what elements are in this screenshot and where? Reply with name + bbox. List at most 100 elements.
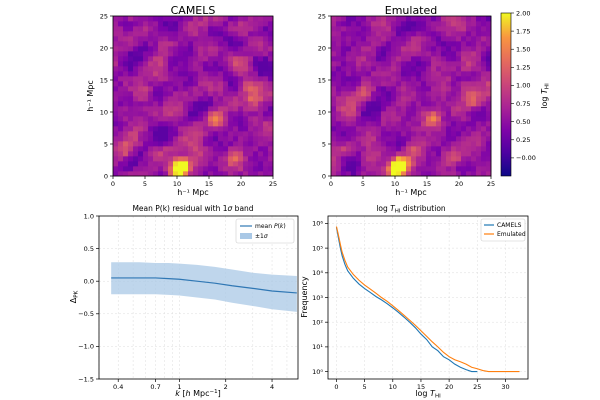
heatmap-cell (168, 121, 174, 127)
heatmap-cell (148, 46, 154, 52)
heatmap-cell (208, 96, 214, 102)
heatmap-cell (258, 46, 264, 52)
heatmap-cell (416, 101, 422, 107)
heatmap-cell (486, 136, 492, 142)
heatmap-cell (411, 51, 417, 57)
heatmap-cell (461, 21, 467, 27)
heatmap-cell (341, 46, 347, 52)
heatmap-cell (466, 131, 472, 137)
heatmap-cell (456, 16, 462, 22)
heatmap-cell (218, 166, 224, 172)
heatmap-cell (223, 156, 229, 162)
heatmap-cell (416, 51, 422, 57)
heatmap-cell (426, 156, 432, 162)
heatmap-cell (223, 111, 229, 117)
heatmap-cell (346, 131, 352, 137)
heatmap-cell (341, 136, 347, 142)
heatmap-cell (331, 76, 337, 82)
heatmap-cell (471, 136, 477, 142)
heatmap-cell (426, 116, 432, 122)
heatmap-cell (406, 31, 412, 37)
heatmap-cell (476, 136, 482, 142)
heatmap-cell (153, 136, 159, 142)
heatmap-cell (168, 86, 174, 92)
heatmap-cell (213, 141, 219, 147)
heatmap-cell (336, 136, 342, 142)
heatmap-cell (123, 116, 129, 122)
heatmap-cell (198, 21, 204, 27)
heatmap-cell (223, 106, 229, 112)
heatmap-cell (158, 31, 164, 37)
heatmap-cell (461, 71, 467, 77)
heatmap-cell (183, 136, 189, 142)
heatmap-cell (401, 171, 407, 177)
heatmap-cell (188, 91, 194, 97)
heatmap-cell (268, 51, 274, 57)
heatmap-cell (336, 111, 342, 117)
heatmap-cell (248, 146, 254, 152)
heatmap-cell (481, 116, 487, 122)
heatmap-cell (173, 61, 179, 67)
heatmap-cell (228, 156, 234, 162)
x-tick-label: 0 (329, 180, 333, 188)
heatmap-cell (416, 26, 422, 32)
heatmap-cell (168, 21, 174, 27)
heatmap-cell (118, 61, 124, 67)
heatmap-cell (173, 151, 179, 157)
heatmap-cell (173, 86, 179, 92)
heatmap-cell (486, 106, 492, 112)
heatmap-cell (476, 146, 482, 152)
heatmap-cell (223, 36, 229, 42)
heatmap-cell (118, 156, 124, 162)
heatmap-cell (118, 96, 124, 102)
heatmap-cell (183, 111, 189, 117)
heatmap-cell (253, 156, 259, 162)
heatmap-cell (208, 161, 214, 167)
heatmap-cell (118, 26, 124, 32)
heatmap-cell (331, 31, 337, 37)
heatmap-cell (346, 21, 352, 27)
heatmap-cell (153, 21, 159, 27)
heatmap-cell (123, 171, 129, 177)
heatmap-cell (258, 151, 264, 157)
heatmap-cell (341, 116, 347, 122)
heatmap-cell (133, 111, 139, 117)
heatmap-cell (123, 61, 129, 67)
heatmap-cell (366, 36, 372, 42)
heatmap-cell (371, 91, 377, 97)
heatmap-cell (198, 141, 204, 147)
heatmap-cell (461, 146, 467, 152)
heatmap-cell (351, 111, 357, 117)
heatmap-cell (143, 61, 149, 67)
heatmap-cell (268, 136, 274, 142)
pk-y-tick-label: −1.0 (78, 343, 94, 351)
heatmap-cell (138, 101, 144, 107)
heatmap-cell (421, 161, 427, 167)
heatmap-cell (386, 56, 392, 62)
heatmap-cell (258, 66, 264, 72)
heatmap-cell (396, 151, 402, 157)
heatmap-cell (381, 126, 387, 132)
heatmap-cell (123, 56, 129, 62)
heatmap-cell (421, 41, 427, 47)
heatmap-cell (336, 116, 342, 122)
heatmap-cell (351, 116, 357, 122)
heatmap-cell (233, 136, 239, 142)
heatmap-cell (213, 26, 219, 32)
hist-y-tick-label: 10⁴ (312, 269, 323, 277)
heatmap-cell (193, 141, 199, 147)
heatmap-cell (416, 106, 422, 112)
heatmap-cell (198, 76, 204, 82)
heatmap-cell (486, 121, 492, 127)
heatmap-cell (118, 141, 124, 147)
heatmap-cell (401, 31, 407, 37)
heatmap-cell (361, 56, 367, 62)
heatmap-cell (213, 111, 219, 117)
heatmap-cell (128, 96, 134, 102)
heatmap-cell (248, 111, 254, 117)
heatmap-cell (346, 111, 352, 117)
heatmap-cell (461, 101, 467, 107)
heatmap-cell (163, 111, 169, 117)
heatmap-cell (223, 146, 229, 152)
heatmap-cell (346, 166, 352, 172)
